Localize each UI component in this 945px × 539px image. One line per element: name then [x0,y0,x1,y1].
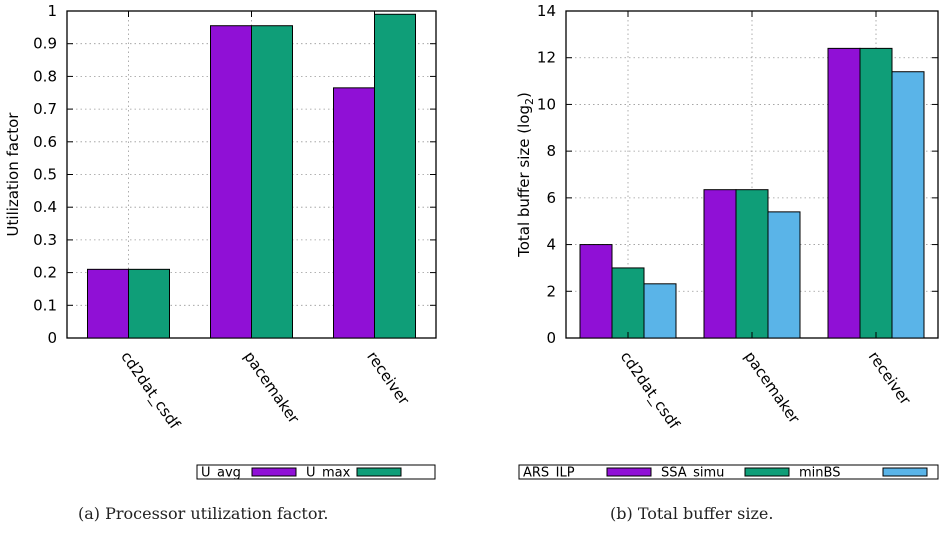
y-tick-label: 0.3 [33,231,57,249]
caption-a: (a) Processor utilization factor. [78,504,329,523]
chart-buffer-size: 0 2 4 6 8 10 12 14 cd2dat_csdf pacemaker receiver… [515,2,939,481]
y-tick-label: 0.4 [33,198,57,216]
caption-b: (b) Total buffer size. [610,504,774,523]
y-tick-label: 0.8 [33,67,57,85]
bar-ars-ilp [703,189,737,339]
bar-ssa-simu [859,47,893,339]
x-category-label: pacemaker [240,348,303,427]
legend: U_avg U_max [196,464,436,481]
y-tick-label: 0.5 [33,166,57,184]
bar-ssa-simu [735,189,769,339]
y-tick-label: 0.2 [33,264,57,282]
y-tick-label: 0.7 [33,100,57,118]
y-axis-ticks: 0 2 4 6 8 10 12 14 [537,2,938,347]
y-tick-label: 8 [546,142,556,160]
y-axis-label-end: ) [515,92,533,98]
bar-u-max [251,25,293,339]
x-category-label: cd2dat_csdf [116,348,184,433]
x-category-label: receiver [865,348,915,409]
legend-box [518,464,939,480]
y-tick-label: 0.1 [33,296,57,314]
y-tick-label: 4 [546,236,556,254]
y-axis-label: Utilization factor [4,112,22,237]
bar-u-avg [87,268,129,339]
legend: ARS_ILP SSA_simu minBS [518,464,939,481]
y-tick-label: 12 [537,49,556,67]
legend-swatch [356,467,402,477]
y-tick-label: 10 [537,95,556,113]
y-tick-label: 0 [47,329,57,347]
bar-u-max [374,13,416,339]
y-tick-label: 0.6 [33,133,57,151]
y-axis-ticks: 0 0.1 0.2 0.3 0.4 0.5 0.6 0.7 0.8 0.9 1 [33,2,436,347]
bar-ars-ilp [827,47,861,339]
y-tick-label: 14 [537,2,556,20]
bar-u-avg [210,25,252,339]
x-category-label: cd2dat_csdf [616,348,684,433]
legend-label: U_max [306,466,351,481]
legend-swatch [744,467,790,477]
y-tick-label: 0 [546,329,556,347]
legend-label: minBS [799,466,840,481]
x-category-label: receiver [363,348,413,409]
y-tick-label: 6 [546,189,556,207]
bar-ssa-simu [611,267,645,339]
bar-minbs [767,211,801,339]
legend-label: SSA_simu [661,466,724,481]
y-tick-label: 2 [546,282,556,300]
y-tick-label: 1 [47,2,57,20]
bar-ars-ilp [579,244,613,339]
legend-label: ARS_ILP [523,466,575,481]
bars [579,47,925,339]
bars [87,13,416,339]
x-category-label: pacemaker [741,348,804,427]
y-axis-label-main: Total buffer size (log [515,105,533,258]
y-axis-label: Total buffer size (log2) [515,92,536,258]
y-axis-label-subscript: 2 [523,98,536,105]
y-tick-label: 0.9 [33,35,57,53]
chart-utilization: 0 0.1 0.2 0.3 0.4 0.5 0.6 0.7 0.8 0.9 1 cd2dat_csd… [4,2,437,481]
bar-minbs [643,283,677,339]
bar-minbs [891,71,925,339]
legend-label: U_avg [201,466,241,481]
legend-swatch [882,467,928,477]
bar-u-avg [333,87,375,339]
legend-swatch [251,467,297,477]
bar-u-max [128,268,170,339]
legend-swatch [606,467,652,477]
